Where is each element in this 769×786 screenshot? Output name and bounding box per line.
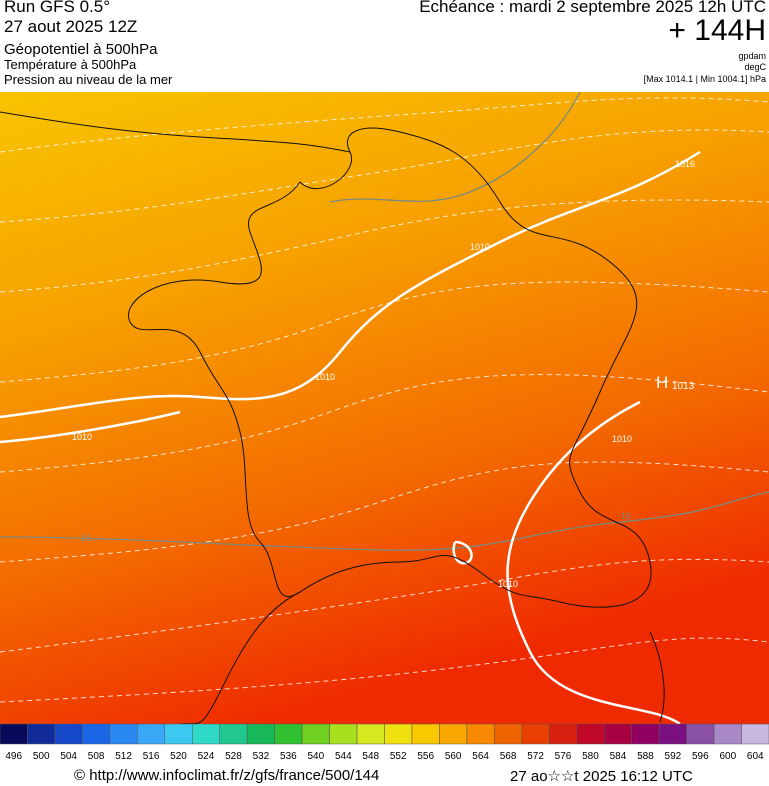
- colorbar-label: 524: [198, 751, 215, 762]
- contour-label: 1010: [72, 432, 92, 442]
- colorbar-label: 536: [280, 751, 297, 762]
- colorbar-swatch: [109, 723, 138, 745]
- colorbar-swatch: [603, 723, 632, 745]
- colorbar-label: 528: [225, 751, 242, 762]
- colorbar-label: 560: [445, 751, 462, 762]
- colorbar-label: 572: [527, 751, 544, 762]
- unit: gpdam: [738, 51, 766, 61]
- contour-label: 1010: [315, 372, 335, 382]
- colorbar-swatch: [246, 723, 275, 745]
- colorbar-label: 600: [719, 751, 736, 762]
- source-url: © http://www.infoclimat.fr/z/gfs/france/…: [74, 767, 380, 784]
- colorbar-label: 604: [747, 751, 764, 762]
- colorbar-label: 532: [253, 751, 270, 762]
- coastlines: [0, 111, 665, 725]
- contour-label: 1010: [498, 579, 518, 589]
- colorbar-swatch: [713, 723, 742, 745]
- colorbar-label: 552: [390, 751, 407, 762]
- colorbar-label: 512: [115, 751, 132, 762]
- colorbar-label: 576: [555, 751, 572, 762]
- geopotential-isolines: [0, 92, 769, 551]
- colorbar-swatch: [274, 723, 303, 745]
- high-value: 1013: [672, 381, 695, 392]
- colorbar-swatch: [686, 723, 715, 745]
- timestamp: 27 ao☆☆t 2025 16:12 UTC: [510, 768, 693, 785]
- unit: degC: [744, 62, 766, 72]
- field-label: Géopotentiel à 500hPa: [4, 41, 158, 58]
- colorbar-swatch: [54, 723, 83, 745]
- map: 1016 1010 1010 1010 1010 -16 -16 1010 H …: [0, 92, 769, 762]
- colorbar-label: 564: [472, 751, 489, 762]
- colorbar-label: 516: [143, 751, 160, 762]
- temperature-isolines: [0, 97, 769, 703]
- colorbar-swatch: [741, 723, 769, 745]
- colorbar-label: 504: [60, 751, 77, 762]
- colorbar-swatch: [521, 723, 550, 745]
- colorbar-swatch: [411, 723, 440, 745]
- contour-label: -16: [78, 533, 91, 543]
- colorbar-label: 520: [170, 751, 187, 762]
- colorbar-swatch: [494, 723, 523, 745]
- high-marker: H: [656, 373, 668, 392]
- isobars: [0, 150, 701, 726]
- colorbar-swatch: [549, 723, 577, 745]
- field-label: Pression au niveau de la mer: [4, 72, 173, 87]
- colorbar-swatch: [439, 723, 468, 745]
- contour-labels: 1016 1010 1010 1010 1010 -16 -16 1010: [72, 159, 695, 589]
- colorbar-swatch: [356, 723, 385, 745]
- colorbar-label: 596: [692, 751, 709, 762]
- field-label: Température à 500hPa: [4, 57, 137, 72]
- colorbar-swatch: [384, 723, 413, 745]
- colorbar-label: 544: [335, 751, 352, 762]
- colorbar-swatch: [301, 723, 330, 745]
- colorbar-swatch: [576, 723, 605, 745]
- map-background: [0, 92, 769, 724]
- colorbar-label: 548: [362, 751, 379, 762]
- colorbar-label: 500: [33, 751, 50, 762]
- colorbar-label: 508: [88, 751, 105, 762]
- colorbar-swatch: [192, 723, 220, 745]
- colorbar-label: 588: [637, 751, 654, 762]
- contour-label: 1010: [470, 242, 490, 252]
- colorbar-swatch: [329, 723, 358, 745]
- colorbar-swatch: [82, 723, 111, 745]
- run-title: Run GFS 0.5°: [4, 0, 111, 16]
- colorbar-swatch: [164, 723, 193, 745]
- contour-label: -16: [618, 511, 631, 521]
- pressure-range: [Max 1014.1 | Min 1004.1] hPa: [643, 74, 766, 84]
- colorbar-label: 540: [307, 751, 324, 762]
- colorbar-swatch: [27, 723, 56, 745]
- colorbar-label: 592: [665, 751, 682, 762]
- colorbar-swatch: [0, 723, 28, 745]
- colorbar-label: 584: [610, 751, 627, 762]
- run-date: 27 aout 2025 12Z: [4, 17, 138, 36]
- colorbar-swatch: [219, 723, 248, 745]
- contour-label: 1010: [612, 434, 632, 444]
- contour-label: 1016: [675, 159, 695, 169]
- colorbar-label: 496: [5, 751, 22, 762]
- lead-time: + 144H: [668, 14, 766, 47]
- colorbar: 496 500 504 508 512 516 520 524 528 532 536 540 544 5…: [0, 723, 769, 762]
- colorbar-swatch: [137, 723, 166, 745]
- colorbar-swatch: [658, 723, 687, 745]
- colorbar-swatch: [631, 723, 660, 745]
- colorbar-label: 580: [582, 751, 599, 762]
- colorbar-label: 568: [500, 751, 517, 762]
- colorbar-label: 556: [417, 751, 434, 762]
- validity: Echéance : mardi 2 septembre 2025 12h UT…: [419, 0, 766, 16]
- colorbar-swatch: [466, 723, 495, 745]
